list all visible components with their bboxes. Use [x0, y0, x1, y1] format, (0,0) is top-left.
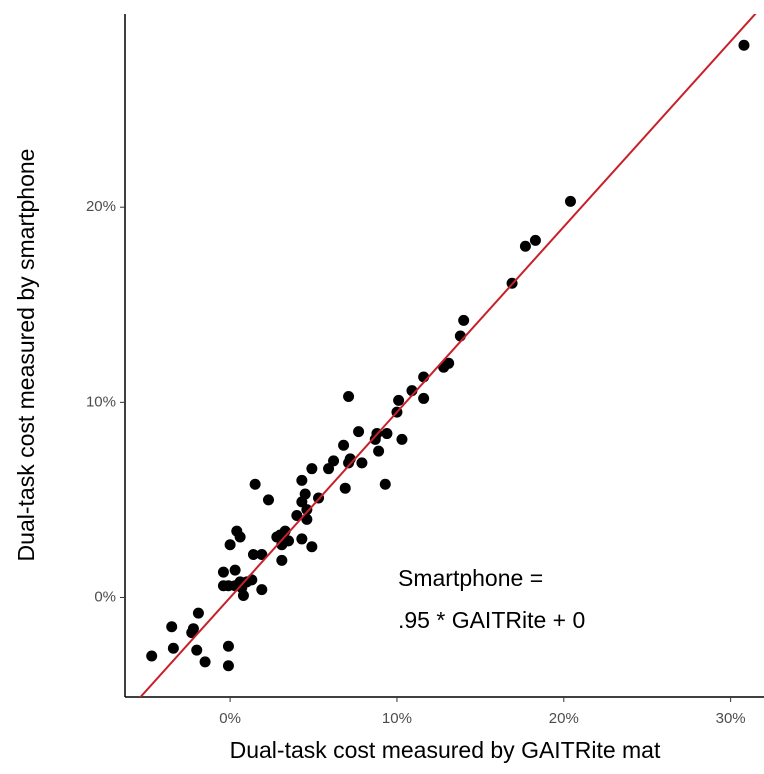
point: [166, 621, 178, 633]
point: [296, 533, 308, 545]
point: [338, 439, 350, 451]
point: [291, 510, 303, 522]
point: [323, 463, 335, 475]
point: [529, 234, 541, 246]
plot-area: [139, 14, 757, 697]
point: [222, 660, 234, 672]
point: [738, 39, 750, 51]
point: [296, 496, 308, 508]
point: [306, 463, 318, 475]
point: [256, 549, 268, 561]
point: [396, 433, 408, 445]
point: [369, 433, 381, 445]
point: [229, 580, 241, 592]
point: [519, 240, 531, 252]
point: [328, 455, 340, 467]
x-tick-label: 20%: [549, 710, 579, 727]
point: [306, 541, 318, 553]
point: [381, 428, 393, 440]
point: [222, 640, 234, 652]
x-tick-label: 30%: [716, 710, 746, 727]
point: [199, 656, 211, 668]
annotation: .95 * GAITRite + 0: [398, 607, 585, 633]
point: [167, 642, 179, 654]
point: [276, 554, 288, 566]
point: [186, 627, 198, 639]
point: [343, 390, 355, 402]
y-tick-label: 10%: [86, 393, 116, 410]
point: [229, 564, 241, 576]
x-tick-label: 0%: [219, 710, 241, 727]
point: [458, 314, 470, 326]
point: [262, 494, 274, 506]
point: [393, 394, 405, 406]
point: [353, 426, 365, 438]
point: [146, 650, 158, 662]
point: [343, 457, 355, 469]
point: [224, 539, 236, 551]
point: [356, 457, 368, 469]
point: [301, 504, 313, 516]
y-tick-label: 0%: [94, 588, 116, 605]
point: [564, 195, 576, 207]
x-tick-label: 10%: [382, 710, 412, 727]
point: [271, 531, 283, 543]
point: [249, 478, 261, 490]
annotation: Smartphone =: [398, 565, 543, 591]
point: [237, 590, 249, 602]
point: [247, 549, 259, 561]
point: [373, 445, 385, 457]
point: [379, 478, 391, 490]
point: [256, 584, 268, 596]
point: [217, 566, 229, 578]
point: [191, 644, 203, 656]
point: [296, 474, 308, 486]
point: [418, 392, 430, 404]
point: [192, 607, 204, 619]
x-axis-title: Dual-task cost measured by GAITRite mat: [230, 737, 661, 763]
point: [339, 482, 351, 494]
y-tick-label: 20%: [86, 198, 116, 215]
point: [234, 531, 246, 543]
fit-line: [139, 14, 757, 697]
y-axis-title: Dual-task cost measured by smartphone: [13, 149, 39, 562]
